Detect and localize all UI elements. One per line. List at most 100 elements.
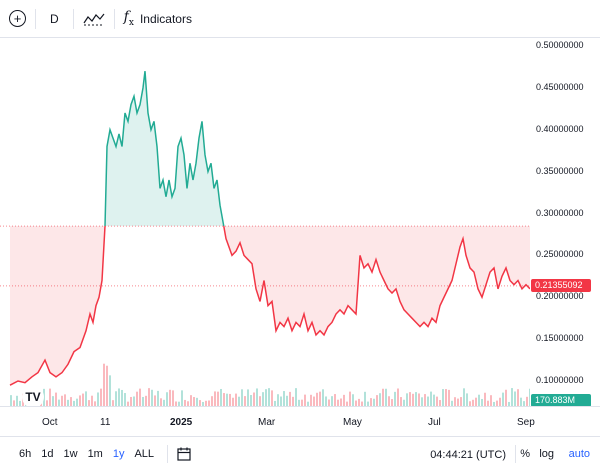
price-tick-label: 0.25000000 xyxy=(536,249,584,260)
clock-readout[interactable]: 04:44:21 (UTC) xyxy=(430,449,506,461)
area-fill-above xyxy=(105,71,224,227)
volume-bar xyxy=(310,394,312,406)
toolbar-divider xyxy=(35,8,36,29)
volume-bar xyxy=(247,389,249,406)
price-line-below xyxy=(9,226,530,386)
volume-bar xyxy=(448,389,450,406)
price-axis[interactable]: 0.50000000 0.45000000 0.40000000 0.35000000… xyxy=(530,38,600,407)
chart-style-button[interactable] xyxy=(74,0,114,38)
volume-bar xyxy=(259,396,261,406)
log-toggle[interactable]: log xyxy=(539,448,554,460)
volume-bar xyxy=(73,400,75,406)
range-button-1m[interactable]: 1m xyxy=(87,448,103,460)
volume-bar xyxy=(64,394,66,406)
volume-bar xyxy=(157,390,159,406)
indicators-button[interactable]: fx Indicators xyxy=(115,0,201,38)
chart-toolbar: + D fx Indicators xyxy=(0,0,600,38)
volume-bar xyxy=(127,401,129,406)
add-symbol-button[interactable]: + xyxy=(0,0,35,38)
volume-bar xyxy=(328,399,330,406)
volume-bar xyxy=(358,398,360,406)
volume-bar xyxy=(472,399,474,406)
volume-bar xyxy=(43,388,45,406)
price-chart[interactable] xyxy=(0,38,531,406)
volume-bar xyxy=(70,397,72,406)
time-tick-label: 2025 xyxy=(170,417,193,428)
volume-bar xyxy=(457,398,459,406)
volume-bar xyxy=(19,400,21,406)
volume-bar xyxy=(265,389,267,406)
volume-bar xyxy=(163,399,165,406)
volume-bar xyxy=(445,389,447,406)
volume-bar xyxy=(193,397,195,406)
volume-bar xyxy=(412,393,414,406)
interval-button[interactable]: D xyxy=(36,0,73,38)
range-button-1w[interactable]: 1w xyxy=(63,448,78,460)
bottom-divider xyxy=(167,445,169,463)
volume-bar xyxy=(424,394,426,406)
area-fill-below xyxy=(10,226,530,386)
chart-canvas[interactable] xyxy=(0,38,531,406)
indicators-label: Indicators xyxy=(139,11,192,26)
volume-bar xyxy=(346,401,348,406)
time-axis[interactable]: Oct 11 2025 Mar May Jul Sep xyxy=(0,406,600,436)
volume-bar xyxy=(16,395,18,406)
volume-bar xyxy=(526,396,528,406)
auto-scale-toggle[interactable]: auto xyxy=(568,448,590,460)
volume-bar xyxy=(208,400,210,406)
volume-bar xyxy=(355,400,357,406)
volume-bar xyxy=(439,400,441,406)
volume-bar xyxy=(133,396,135,406)
volume-bar xyxy=(373,398,375,406)
volume-bar xyxy=(460,397,462,406)
volume-bar xyxy=(268,388,270,406)
price-tick-label: 0.40000000 xyxy=(536,123,584,134)
volume-bar xyxy=(91,395,93,406)
range-selector: 6h 1d 1w 1m 1y ALL xyxy=(14,448,159,460)
volume-bar xyxy=(493,401,495,406)
volume-bar xyxy=(442,389,444,406)
volume-bar xyxy=(46,400,48,406)
volume-bar xyxy=(151,389,153,406)
volume-bar xyxy=(205,400,207,406)
volume-bar xyxy=(394,391,396,406)
volume-bar xyxy=(109,375,111,406)
volume-bar xyxy=(337,399,339,406)
volume-bar xyxy=(415,392,417,406)
interval-label: D xyxy=(50,11,59,26)
volume-bar xyxy=(421,397,423,406)
volume-bar xyxy=(286,395,288,406)
volume-bar xyxy=(220,388,222,406)
volume-bar xyxy=(244,396,246,406)
volume-bar xyxy=(118,388,120,406)
volume-bar xyxy=(250,395,252,406)
circle-plus-icon: + xyxy=(9,10,26,27)
volume-bar xyxy=(289,391,291,406)
calendar-icon[interactable] xyxy=(176,446,192,462)
volume-bar xyxy=(106,365,108,406)
volume-bar xyxy=(295,388,297,406)
range-button-1d[interactable]: 1d xyxy=(41,448,54,460)
volume-bar xyxy=(136,391,138,406)
volume-bar xyxy=(235,393,237,406)
tradingview-logo[interactable]: TV xyxy=(18,386,48,408)
volume-bar xyxy=(406,393,408,406)
volume-bar xyxy=(181,390,183,406)
volume-bar xyxy=(274,400,276,406)
volume-bar xyxy=(154,395,156,406)
volume-bar xyxy=(175,401,177,406)
volume-bar xyxy=(469,401,471,406)
range-button-all[interactable]: ALL xyxy=(134,448,155,460)
percent-toggle[interactable]: % xyxy=(520,448,530,460)
price-line-above xyxy=(104,71,225,227)
volume-bar xyxy=(280,396,282,406)
volume-bar xyxy=(325,396,327,406)
volume-bar xyxy=(397,388,399,406)
volume-bar xyxy=(298,399,300,406)
volume-bar xyxy=(226,393,228,406)
volume-bar xyxy=(49,388,51,406)
volume-bar xyxy=(121,389,123,406)
range-button-1y[interactable]: 1y xyxy=(112,448,125,460)
range-button-6h[interactable]: 6h xyxy=(19,448,32,460)
volume-bar xyxy=(475,397,477,406)
